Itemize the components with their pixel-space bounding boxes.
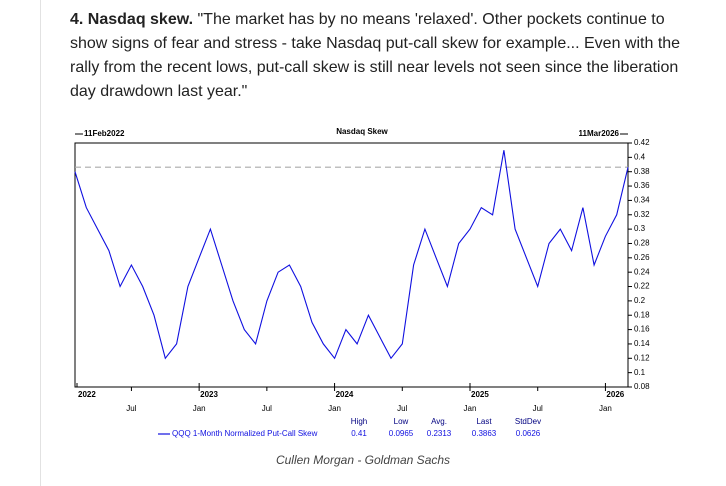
y-tick-label: 0.36 [634,181,650,190]
y-tick-label: 0.18 [634,310,650,319]
end-label: 11Mar2026 [579,129,620,138]
y-tick-label: 0.14 [634,339,650,348]
x-tick-label: Jan [599,404,612,413]
y-tick-label: 0.22 [634,282,650,291]
stat-value: 0.2313 [427,429,452,438]
y-tick-label: 0.32 [634,210,650,219]
stat-label: Avg. [431,417,447,426]
x-tick-label: Jul [533,404,543,413]
y-tick-label: 0.34 [634,196,650,205]
year-label: 2024 [336,390,354,399]
year-label: 2022 [78,390,96,399]
y-tick-label: 0.3 [634,224,646,233]
year-label: 2023 [200,390,218,399]
x-tick-label: Jan [328,404,341,413]
y-tick-label: 0.26 [634,253,650,262]
y-tick-label: 0.4 [634,152,646,161]
side-rule [40,0,41,486]
x-tick-label: Jul [126,404,136,413]
body: "The market has by no means 'relaxed'. O… [70,11,681,100]
y-tick-label: 0.42 [634,138,650,147]
y-tick-label: 0.2 [634,296,646,305]
y-tick-label: 0.12 [634,353,650,362]
x-tick-label: Jan [193,404,206,413]
x-tick-label: Jul [397,404,407,413]
stat-value: 0.0965 [389,429,414,438]
y-tick-label: 0.16 [634,325,650,334]
stat-label: High [351,417,367,426]
y-tick-label: 0.24 [634,267,650,276]
start-label: 11Feb2022 [84,129,125,138]
stat-label: Last [476,417,492,426]
stat-label: Low [394,417,409,426]
stat-value: 0.3863 [472,429,497,438]
y-tick-label: 0.38 [634,167,650,176]
legend-label: QQQ 1-Month Normalized Put-Call Skew [172,429,318,438]
caption: Cullen Morgan - Goldman Sachs [275,453,451,467]
lead: 4. Nasdaq skew. [70,11,194,28]
year-label: 2025 [471,390,489,399]
y-tick-label: 0.1 [634,368,646,377]
stat-value: 0.41 [351,429,367,438]
stat-label: StdDev [515,417,541,426]
x-tick-label: Jan [464,404,477,413]
y-tick-label: 0.08 [634,382,650,391]
stat-value: 0.0626 [516,429,541,438]
chart-title: Nasdaq Skew [336,127,388,136]
series-line [74,150,629,360]
plot-frame [74,142,629,388]
x-tick-label: Jul [262,404,272,413]
article: 4. Nasdaq skew. "The market has by no me… [70,8,700,104]
y-tick-label: 0.28 [634,239,650,248]
year-label: 2026 [606,390,624,399]
